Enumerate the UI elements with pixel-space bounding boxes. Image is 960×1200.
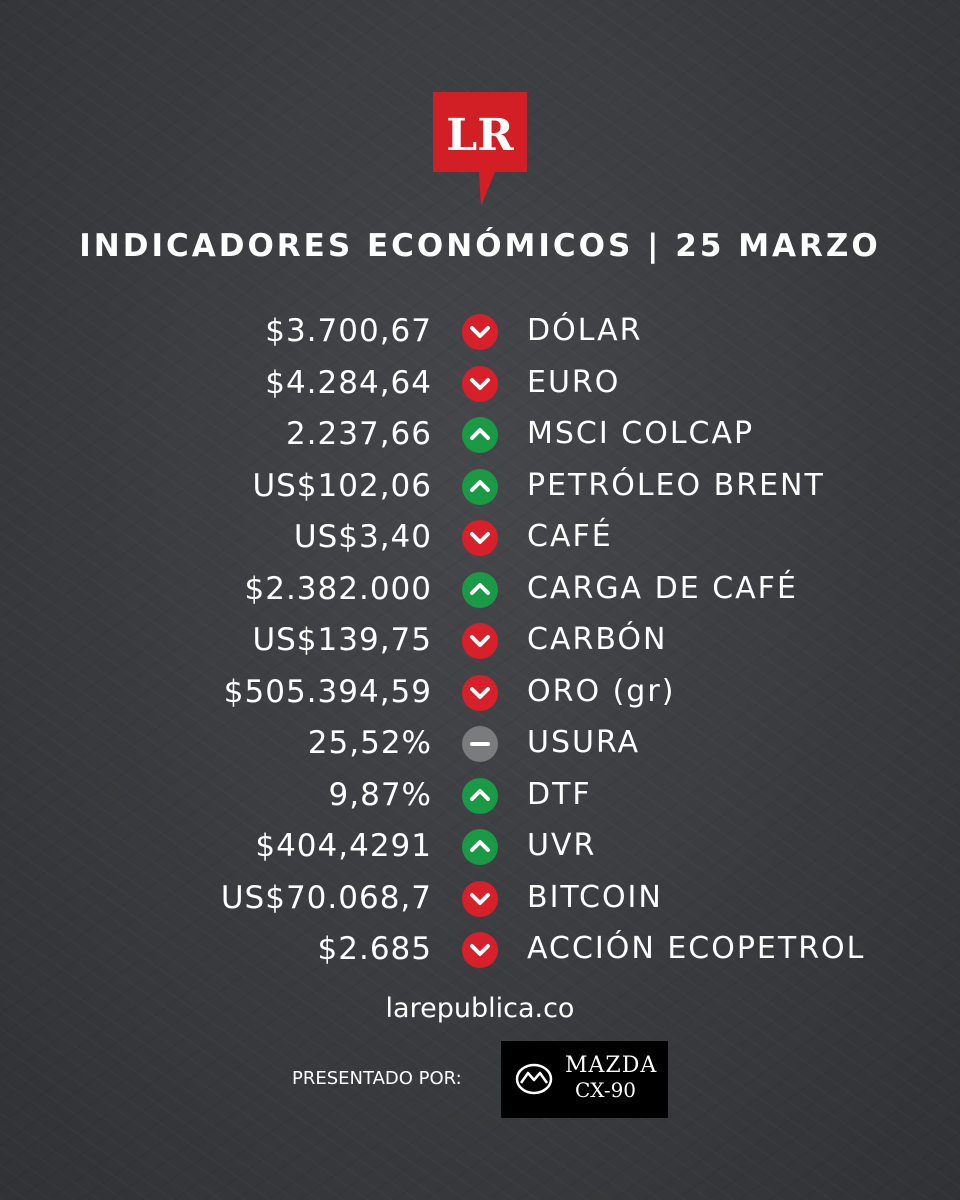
sponsor-brand: MAZDA bbox=[565, 1053, 658, 1078]
indicator-label: DTF bbox=[527, 776, 592, 812]
chevron-down-icon bbox=[462, 520, 498, 556]
indicator-value: US$102,06 bbox=[252, 467, 432, 504]
list-item: US$102,06 PETRÓLEO BRENT bbox=[0, 462, 960, 514]
list-item: US$139,75 CARBÓN bbox=[0, 616, 960, 668]
chevron-up-icon bbox=[462, 777, 498, 814]
indicator-value: US$139,75 bbox=[252, 622, 432, 658]
indicator-value: $3.700,67 bbox=[265, 313, 432, 349]
mazda-emblem-icon bbox=[515, 1063, 553, 1095]
sponsor-label: PRESENTADO POR: bbox=[292, 1068, 462, 1089]
chevron-up-icon bbox=[462, 417, 498, 453]
indicator-value: 25,52% bbox=[307, 725, 432, 761]
indicator-label: DÓLAR bbox=[527, 313, 643, 348]
indicator-value: $404,4291 bbox=[255, 828, 432, 864]
list-item: 2.237,66 MSCI COLCAP bbox=[0, 410, 960, 462]
indicator-value: US$70.068,7 bbox=[220, 879, 432, 916]
list-item: $404,4291 UVR bbox=[0, 822, 960, 874]
indicator-list: $3.700,67 DÓLAR $4.284,64 EURO 2.237,66 MSCI … bbox=[0, 307, 960, 977]
site-url[interactable]: larepublica.co bbox=[385, 993, 575, 1024]
lr-logo: LR bbox=[433, 92, 527, 206]
list-item: US$70.068,7 BITCOIN bbox=[0, 874, 960, 926]
chevron-down-icon bbox=[462, 674, 498, 711]
list-item: $3.700,67 DÓLAR bbox=[0, 307, 960, 359]
list-item: $2.685 ACCIÓN ECOPETROL bbox=[0, 925, 960, 977]
indicator-value: US$3,40 bbox=[293, 519, 432, 555]
chevron-down-icon bbox=[462, 365, 498, 402]
indicator-value: $2.685 bbox=[317, 931, 432, 967]
chevron-up-icon bbox=[462, 829, 498, 865]
chevron-down-icon bbox=[462, 880, 498, 917]
logo-text: LR bbox=[446, 110, 514, 161]
list-item: US$3,40 CAFÉ bbox=[0, 513, 960, 565]
indicator-label: ORO (gr) bbox=[527, 673, 676, 709]
indicator-label: PETRÓLEO BRENT bbox=[527, 467, 825, 503]
chevron-up-icon bbox=[462, 468, 498, 505]
indicator-value: $4.284,64 bbox=[265, 364, 432, 401]
indicator-label: CARGA DE CAFÉ bbox=[527, 570, 798, 606]
list-item: 9,87% DTF bbox=[0, 771, 960, 823]
chevron-down-icon bbox=[462, 314, 498, 350]
indicator-value: $2.382.000 bbox=[244, 570, 432, 607]
page-title: INDICADORES ECONÓMICOS | 25 MARZO bbox=[79, 228, 881, 264]
indicator-value: $505.394,59 bbox=[223, 673, 432, 710]
chevron-down-icon bbox=[462, 623, 498, 659]
chevron-up-icon bbox=[462, 571, 498, 608]
list-item: $2.382.000 CARGA DE CAFÉ bbox=[0, 565, 960, 617]
indicator-label: EURO bbox=[527, 364, 621, 400]
indicator-label: BITCOIN bbox=[527, 879, 663, 915]
indicator-label: UVR bbox=[527, 828, 597, 863]
list-item: $4.284,64 EURO bbox=[0, 359, 960, 411]
sponsor-model: CX-90 bbox=[575, 1078, 637, 1102]
indicator-value: 9,87% bbox=[328, 776, 432, 813]
sponsor-logo: MAZDA CX-90 bbox=[501, 1041, 668, 1118]
indicator-label: CAFÉ bbox=[527, 519, 613, 554]
indicator-label: USURA bbox=[527, 725, 641, 760]
indicator-value: 2.237,66 bbox=[285, 416, 432, 452]
indicator-label: ACCIÓN ECOPETROL bbox=[527, 931, 866, 966]
minus-icon bbox=[462, 726, 498, 762]
list-item: $505.394,59 ORO (gr) bbox=[0, 668, 960, 720]
list-item: 25,52% USURA bbox=[0, 719, 960, 771]
chevron-down-icon bbox=[462, 932, 498, 968]
indicator-label: MSCI COLCAP bbox=[527, 416, 755, 451]
indicator-label: CARBÓN bbox=[527, 622, 668, 657]
